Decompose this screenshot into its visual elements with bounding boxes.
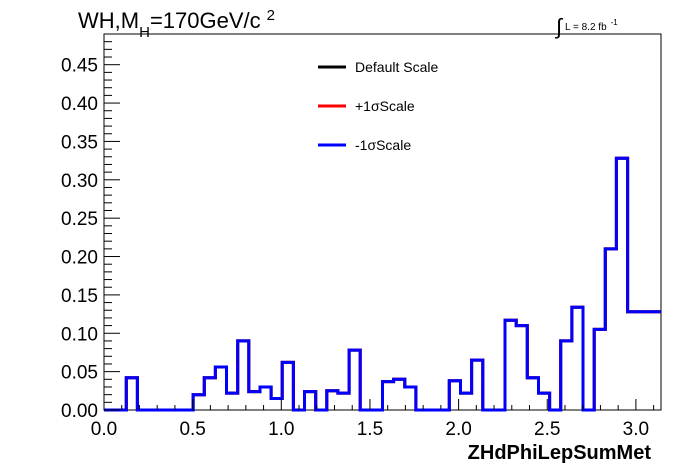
- legend-label-2: +1σScale: [355, 98, 415, 114]
- y-tick-label: 0.25: [61, 209, 98, 230]
- legend-label-3: -1σScale: [355, 137, 411, 153]
- chart-title: WH,MH=170GeV/c 2: [78, 7, 275, 41]
- x-tick-label: 3.0: [623, 419, 649, 440]
- luminosity-text: L = 8.2 fb: [565, 22, 607, 33]
- y-tick-label: 0.30: [61, 171, 98, 192]
- x-axis-label: ZHdPhiLepSumMet: [468, 442, 652, 464]
- y-tick-label: 0.10: [61, 324, 98, 345]
- y-tick-label: 0.35: [61, 132, 98, 153]
- title-subscript: H: [139, 24, 150, 41]
- x-axis: 0.0 0.5 1.0 1.5 2.0 2.5 3.0: [91, 399, 655, 440]
- y-tick-label: 0.45: [61, 56, 98, 77]
- integral-symbol: ∫: [554, 14, 564, 39]
- legend: Default Scale +1σScale -1σScale: [318, 59, 438, 153]
- title-superscript: 2: [267, 7, 275, 24]
- plot-frame: [103, 33, 662, 411]
- title-main: WH,M: [78, 8, 139, 33]
- x-tick-label: 0.5: [179, 419, 205, 440]
- luminosity-superscript: -1: [611, 18, 619, 27]
- y-axis: 0.00 0.05 0.10 0.15 0.20 0.25 0.30 0.35 0.40 0.45: [61, 41, 120, 422]
- y-tick-label: 0.20: [61, 248, 98, 269]
- series-line-2: [104, 156, 661, 412]
- x-tick-label: 1.0: [268, 419, 294, 440]
- x-tick-label: 0.0: [91, 419, 117, 440]
- y-tick-label: 0.15: [61, 286, 98, 307]
- series-line-1: [104, 156, 661, 412]
- series-line-3: [104, 156, 661, 412]
- luminosity-label: ∫ L = 8.2 fb -1: [554, 14, 618, 39]
- y-tick-label: 0.00: [61, 401, 98, 422]
- series-layer: [104, 156, 661, 412]
- x-tick-label: 1.5: [357, 419, 383, 440]
- y-tick-label: 0.05: [61, 363, 98, 384]
- x-tick-label: 2.5: [534, 419, 560, 440]
- x-tick-label: 2.0: [445, 419, 471, 440]
- y-tick-label: 0.40: [61, 94, 98, 115]
- title-tail: =170GeV/c: [150, 8, 261, 33]
- legend-label-1: Default Scale: [355, 59, 438, 75]
